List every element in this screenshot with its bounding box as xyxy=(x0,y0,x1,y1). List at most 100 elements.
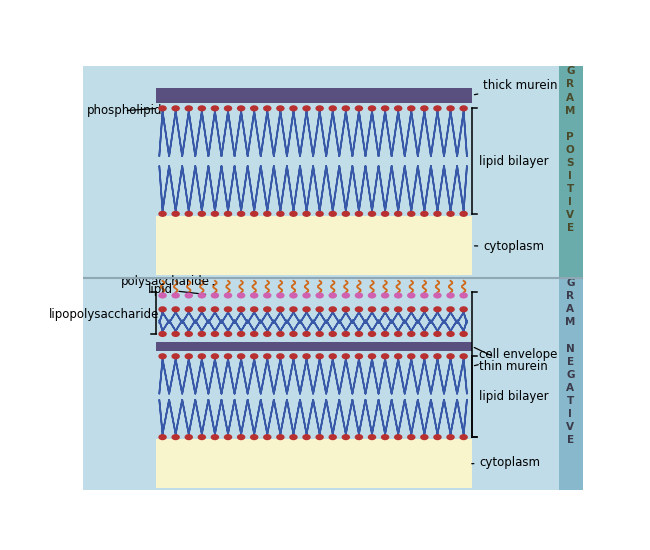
Ellipse shape xyxy=(355,211,363,217)
Ellipse shape xyxy=(237,331,245,337)
Ellipse shape xyxy=(237,306,245,312)
Text: A: A xyxy=(566,304,575,314)
Ellipse shape xyxy=(460,105,468,112)
Ellipse shape xyxy=(250,353,259,359)
Ellipse shape xyxy=(355,434,363,440)
Text: P: P xyxy=(566,132,574,142)
Ellipse shape xyxy=(433,105,442,112)
Ellipse shape xyxy=(394,331,402,337)
Text: V: V xyxy=(566,422,575,432)
Ellipse shape xyxy=(394,353,402,359)
Ellipse shape xyxy=(328,434,337,440)
Text: N: N xyxy=(566,344,575,354)
Ellipse shape xyxy=(224,331,232,337)
Ellipse shape xyxy=(381,211,389,217)
Ellipse shape xyxy=(460,211,468,217)
Ellipse shape xyxy=(172,306,180,312)
Ellipse shape xyxy=(172,211,180,217)
Ellipse shape xyxy=(420,105,428,112)
Ellipse shape xyxy=(433,331,442,337)
Ellipse shape xyxy=(368,434,376,440)
Ellipse shape xyxy=(159,293,167,299)
Ellipse shape xyxy=(420,293,428,299)
Ellipse shape xyxy=(185,306,193,312)
Ellipse shape xyxy=(198,105,206,112)
Ellipse shape xyxy=(185,331,193,337)
Text: lipid bilayer: lipid bilayer xyxy=(480,390,549,403)
Text: thick murein: thick murein xyxy=(474,79,558,95)
Ellipse shape xyxy=(185,434,193,440)
Ellipse shape xyxy=(420,211,428,217)
Ellipse shape xyxy=(342,353,350,359)
Ellipse shape xyxy=(237,434,245,440)
Ellipse shape xyxy=(237,353,245,359)
Ellipse shape xyxy=(263,331,272,337)
Ellipse shape xyxy=(263,105,272,112)
Text: G: G xyxy=(566,370,575,379)
Ellipse shape xyxy=(381,331,389,337)
Ellipse shape xyxy=(198,306,206,312)
Bar xyxy=(156,216,472,276)
Text: S: S xyxy=(567,158,574,168)
Text: A: A xyxy=(566,383,575,393)
Ellipse shape xyxy=(198,293,206,299)
Ellipse shape xyxy=(263,211,272,217)
Ellipse shape xyxy=(420,306,428,312)
Ellipse shape xyxy=(185,105,193,112)
Ellipse shape xyxy=(407,331,415,337)
Ellipse shape xyxy=(224,211,232,217)
Ellipse shape xyxy=(185,353,193,359)
Ellipse shape xyxy=(250,211,259,217)
Ellipse shape xyxy=(172,434,180,440)
Text: G: G xyxy=(566,278,575,288)
Ellipse shape xyxy=(289,353,298,359)
Ellipse shape xyxy=(381,434,389,440)
Ellipse shape xyxy=(381,293,389,299)
Ellipse shape xyxy=(381,353,389,359)
Ellipse shape xyxy=(302,105,311,112)
Ellipse shape xyxy=(342,434,350,440)
Ellipse shape xyxy=(211,353,219,359)
Ellipse shape xyxy=(342,331,350,337)
Ellipse shape xyxy=(355,293,363,299)
Ellipse shape xyxy=(368,353,376,359)
Ellipse shape xyxy=(368,306,376,312)
Ellipse shape xyxy=(250,434,259,440)
Ellipse shape xyxy=(276,353,285,359)
Ellipse shape xyxy=(447,306,455,312)
Text: cell envelope: cell envelope xyxy=(474,348,558,366)
Ellipse shape xyxy=(447,293,455,299)
Ellipse shape xyxy=(237,293,245,299)
Ellipse shape xyxy=(250,331,259,337)
Ellipse shape xyxy=(159,105,167,112)
Ellipse shape xyxy=(198,331,206,337)
Ellipse shape xyxy=(159,434,167,440)
Ellipse shape xyxy=(355,105,363,112)
Ellipse shape xyxy=(342,306,350,312)
Ellipse shape xyxy=(172,105,180,112)
Ellipse shape xyxy=(263,353,272,359)
Text: I: I xyxy=(568,197,572,207)
Ellipse shape xyxy=(276,105,285,112)
Bar xyxy=(156,87,472,103)
Ellipse shape xyxy=(224,293,232,299)
Ellipse shape xyxy=(381,306,389,312)
Ellipse shape xyxy=(328,353,337,359)
Ellipse shape xyxy=(433,434,442,440)
Ellipse shape xyxy=(460,331,468,337)
Ellipse shape xyxy=(394,105,402,112)
Ellipse shape xyxy=(289,331,298,337)
Text: I: I xyxy=(568,171,572,181)
Ellipse shape xyxy=(289,434,298,440)
Ellipse shape xyxy=(276,306,285,312)
Text: thin murein: thin murein xyxy=(474,348,548,373)
Ellipse shape xyxy=(224,434,232,440)
Bar xyxy=(83,278,559,490)
Ellipse shape xyxy=(159,353,167,359)
Text: R: R xyxy=(566,292,575,301)
Ellipse shape xyxy=(211,293,219,299)
Ellipse shape xyxy=(460,306,468,312)
Text: cytoplasm: cytoplasm xyxy=(472,456,540,469)
Ellipse shape xyxy=(394,306,402,312)
Ellipse shape xyxy=(368,293,376,299)
